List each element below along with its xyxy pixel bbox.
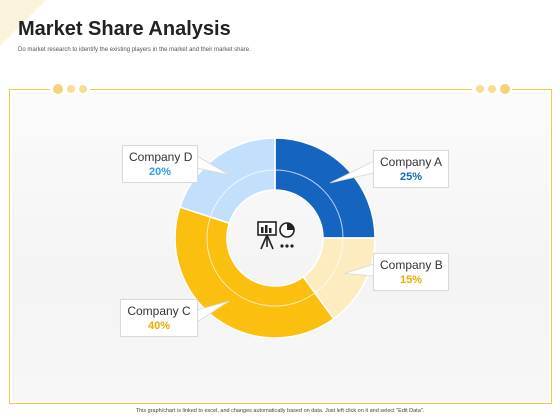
inner-guide-ring — [206, 169, 344, 307]
callout-value: 25% — [399, 171, 423, 183]
corner-decoration — [0, 0, 46, 46]
dot — [79, 85, 87, 93]
presentation-board-icon — [257, 221, 295, 250]
chart-frame — [9, 89, 552, 404]
callout-value: 20% — [148, 166, 172, 178]
callout-company-c: Company C 40% — [120, 299, 198, 337]
dot — [53, 84, 63, 94]
callout-value: 40% — [147, 320, 171, 332]
dot — [476, 85, 484, 93]
page-subtitle: Do market research to identify the exist… — [18, 47, 251, 53]
dot — [488, 85, 496, 93]
callout-value: 15% — [399, 274, 423, 286]
callout-label: Company D — [129, 150, 193, 164]
callout-company-b: Company B 15% — [373, 253, 449, 291]
page-title: Market Share Analysis — [18, 18, 231, 40]
slice-company-a[interactable] — [274, 137, 376, 239]
dots-left — [53, 84, 87, 94]
callout-company-d: Company D 20% — [122, 145, 198, 183]
callout-label: Company B — [380, 258, 443, 272]
callout-company-a: Company A 25% — [373, 150, 449, 188]
footer-note: This graph/chart is linked to excel, and… — [135, 408, 425, 414]
callout-label: Company A — [380, 155, 443, 169]
callout-label: Company C — [127, 304, 191, 318]
dot — [500, 84, 510, 94]
dot — [67, 85, 75, 93]
dots-right — [476, 84, 510, 94]
